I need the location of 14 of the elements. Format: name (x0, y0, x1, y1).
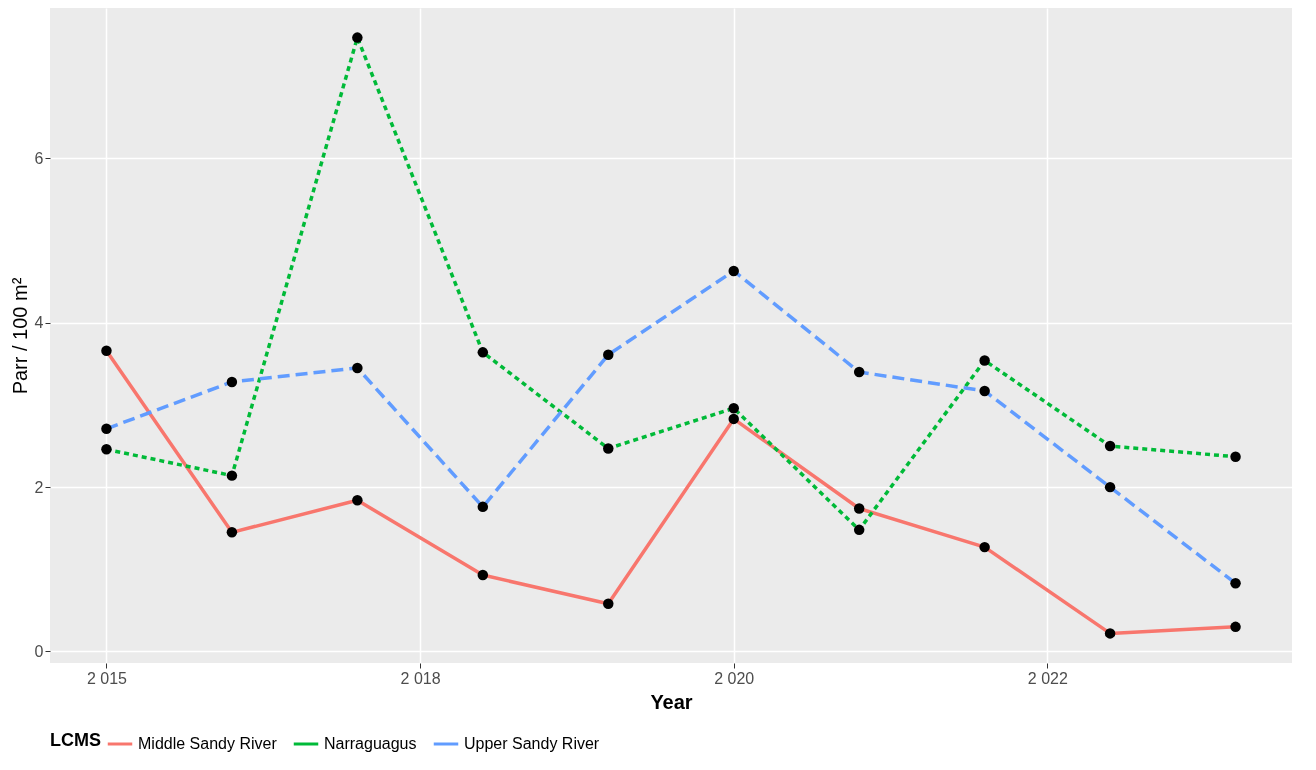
x-axis-title: Year (650, 690, 693, 713)
x-tick-label: 2 018 (400, 669, 441, 687)
legend-title: LCMS (50, 730, 101, 750)
y-axis-title: Parr / 100 m² (8, 277, 31, 395)
x-tick-label: 2 022 (1027, 669, 1068, 687)
y-tick-label: 0 (34, 642, 44, 660)
y-tick-label: 6 (34, 149, 44, 167)
legend-label: Narraguagus (324, 735, 417, 752)
legend-label: Middle Sandy River (138, 735, 278, 752)
y-tick-label: 4 (34, 314, 44, 332)
x-tick-label: 2 015 (86, 669, 128, 687)
legend-label: Upper Sandy River (464, 735, 600, 752)
y-tick-label: 2 (34, 478, 44, 496)
x-tick-label: 2 020 (714, 669, 755, 687)
